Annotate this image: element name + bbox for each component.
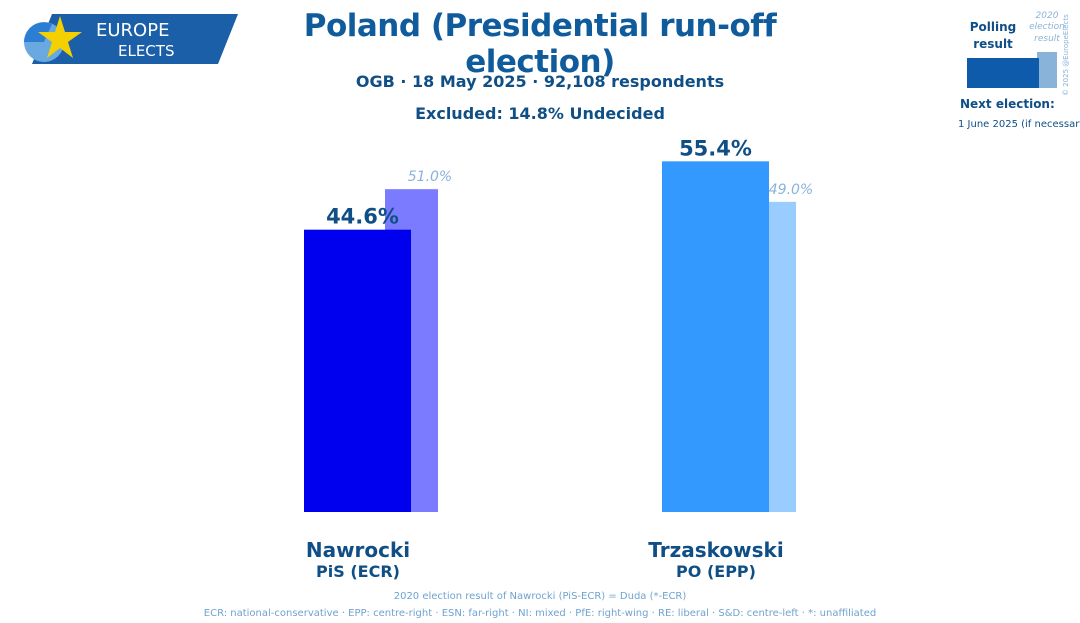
legend-prev-3: result [1034, 34, 1060, 44]
legend: Polling result 2020 election result © 20… [955, 4, 1080, 134]
next-election-label: Next election: [960, 97, 1055, 111]
footer-note: 2020 election result of Nawrocki (PiS-EC… [393, 591, 687, 602]
legend-polling-swatch [967, 58, 1039, 88]
europe-elects-logo: EUROPE ELECTS [22, 14, 238, 64]
legend-prev-1: 2020 [1036, 11, 1059, 21]
legend-previous-swatch [1037, 52, 1057, 88]
bar-polling-nawrocki [304, 229, 411, 512]
candidate-name: Trzaskowski [648, 538, 784, 562]
chart-title: Poland (Presidential run-off election) [303, 8, 777, 80]
excluded-note: Excluded: 14.8% Undecided [415, 104, 665, 123]
copyright: © 2025 @EuropeElects [1062, 14, 1070, 96]
bar-polling-trzaskowski [662, 161, 769, 512]
label-2020-nawrocki: 51.0% [408, 169, 452, 185]
legend-prev-2: election [1029, 22, 1065, 32]
legend-polling-1: Polling [970, 20, 1017, 34]
label-2020-trzaskowski: 49.0% [769, 182, 813, 198]
label-polling-trzaskowski: 55.4% [679, 136, 752, 160]
logo-line2: ELECTS [118, 42, 174, 60]
candidate-party: PiS (ECR) [316, 562, 400, 581]
chart-subtitle: OGB · 18 May 2025 · 92,108 respondents [355, 72, 725, 91]
bar-chart: 51.0% 44.6% 49.0% 55.4% [304, 136, 813, 513]
candidate-label-nawrocki: Nawrocki PiS (ECR) [258, 538, 458, 581]
candidate-label-trzaskowski: Trzaskowski PO (EPP) [616, 538, 816, 581]
logo-line1: EUROPE [96, 20, 169, 41]
bar-2020-trzaskowski [769, 201, 796, 512]
candidate-party: PO (EPP) [676, 562, 756, 581]
footer-groups: ECR: national-conservative · EPP: centre… [203, 608, 877, 619]
legend-polling-2: result [973, 37, 1013, 51]
label-polling-nawrocki: 44.6% [326, 205, 399, 229]
next-election-date: 1 June 2025 (if necessary) [958, 119, 1080, 130]
candidate-name: Nawrocki [305, 538, 411, 562]
